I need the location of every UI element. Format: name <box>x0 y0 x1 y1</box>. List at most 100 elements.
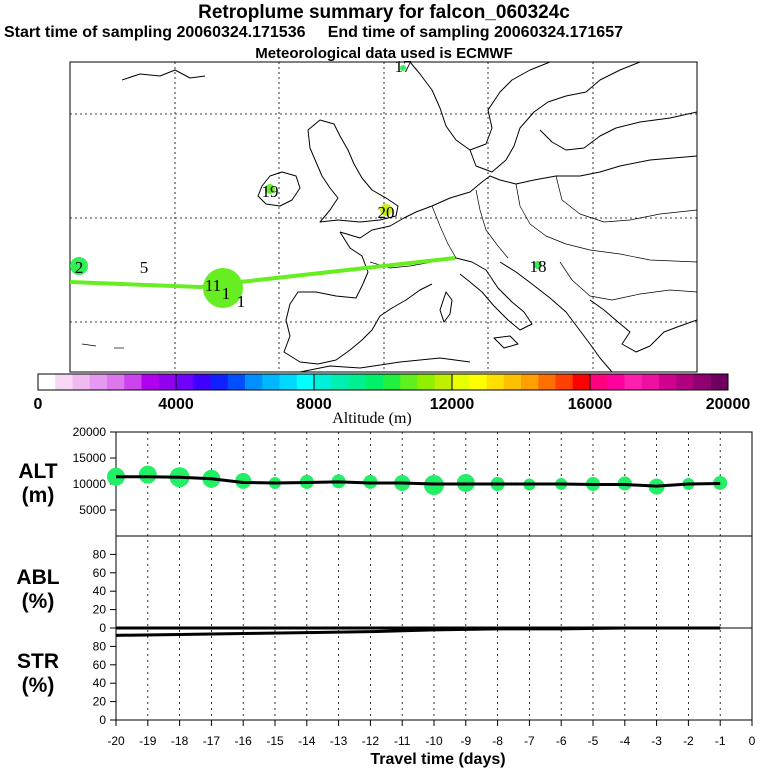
alt-y-tick-label: 20000 <box>73 425 107 439</box>
colorbar-cell <box>452 374 470 390</box>
x-tick-label: -7 <box>524 734 535 748</box>
x-tick-label: -13 <box>330 734 348 748</box>
x-tick-label: -1 <box>715 734 726 748</box>
colorbar-cell <box>659 374 677 390</box>
abl-y-tick-label: 0 <box>99 621 106 635</box>
alt-point <box>363 474 378 489</box>
cluster-label-5: 19 <box>262 182 279 201</box>
x-tick-label: -3 <box>651 734 662 748</box>
alt-point <box>523 478 536 491</box>
colorbar-tick-label: 0 <box>34 396 43 413</box>
colorbar-cell <box>38 374 56 390</box>
colorbar-cell <box>55 374 73 390</box>
colorbar-cell <box>279 374 298 390</box>
alt-point <box>107 467 125 486</box>
plume-cluster-20 <box>380 204 392 216</box>
x-tick-label: -19 <box>139 734 157 748</box>
x-tick-label: -14 <box>298 734 316 748</box>
abl-panel-label: ABL (%) <box>16 566 59 613</box>
colorbar-tick-label: 20000 <box>706 396 751 413</box>
colorbar-cell <box>400 374 418 390</box>
start-time-label: Start time of sampling 20060324.171536 <box>4 24 306 41</box>
str-y-tick-label: 0 <box>99 713 106 727</box>
chart-title: Retroplume summary for falcon_060324c <box>198 2 570 23</box>
colorbar-cell <box>124 374 142 390</box>
map-gridlines <box>70 62 697 372</box>
colorbar-cell <box>314 374 332 390</box>
alt-point <box>617 476 632 491</box>
x-tick-label: -18 <box>171 734 189 748</box>
alt-series-line <box>116 475 721 488</box>
colorbar-cell <box>262 374 280 390</box>
abl-y-tick-label: 20 <box>93 603 107 617</box>
colorbar-cell <box>676 374 694 390</box>
alt-point <box>555 478 568 490</box>
colorbar-tick-label: 4000 <box>158 396 194 413</box>
x-tick-label: -12 <box>362 734 380 748</box>
alt-point <box>235 472 252 489</box>
str-y-tick-label: 40 <box>93 676 107 690</box>
colorbar-cell <box>141 374 160 390</box>
x-tick-label: -15 <box>266 734 284 748</box>
colorbar-cell <box>486 374 505 390</box>
colorbar-cell <box>227 374 246 390</box>
colorbar-cell <box>89 374 108 390</box>
colorbar-cell <box>158 374 177 390</box>
str-y-tick-label: 80 <box>93 639 107 653</box>
alt-point <box>424 475 444 496</box>
x-tick-label: -10 <box>425 734 443 748</box>
cluster-label-0: 2 <box>75 258 84 277</box>
x-tick-label: -2 <box>683 734 694 748</box>
x-tick-label: 0 <box>749 734 756 748</box>
colorbar-cell <box>538 374 556 390</box>
x-tick-label: -16 <box>235 734 253 748</box>
plume-cluster-large <box>203 268 243 308</box>
alt-panel-label: ALT (m) <box>18 460 57 507</box>
colorbar-cell <box>641 374 660 390</box>
colorbar-cell <box>693 374 712 390</box>
str-y-tick-label: 20 <box>93 695 107 709</box>
alt-point <box>169 467 190 488</box>
alt-point <box>269 476 281 489</box>
alt-y-tick-label: 5000 <box>79 503 106 517</box>
plume-trajectory <box>70 65 542 308</box>
str-series-line <box>115 626 721 637</box>
abl-y-tick-label: 40 <box>93 584 107 598</box>
time-series-frame <box>115 431 753 721</box>
alt-point <box>202 469 221 488</box>
x-axis-label: Travel time (days) <box>370 751 505 768</box>
colorbar-cell <box>107 374 125 390</box>
colorbar-tick-label: 16000 <box>568 396 613 413</box>
x-tick-label: -4 <box>619 734 630 748</box>
x-tick-label: -20 <box>107 734 125 748</box>
plume-cluster-18 <box>534 261 542 269</box>
cluster-label-3: 1 <box>222 284 231 303</box>
alt-point <box>331 474 346 489</box>
plume-cluster-2 <box>70 257 88 275</box>
alt-y-tick-label: 15000 <box>73 451 107 465</box>
abl-y-tick-label: 60 <box>93 566 107 580</box>
x-tick-label: -5 <box>588 734 599 748</box>
time-series-panels: 20000 15000 10000 5000 80 60 40 20 0 80 60 40 20 0 -2… <box>16 425 755 768</box>
colorbar-cell <box>72 374 91 390</box>
colorbar-cell <box>555 374 574 390</box>
cluster-label-1: 5 <box>140 258 149 277</box>
alt-point <box>456 473 475 492</box>
altitude-colorbar: 0 4000 8000 12000 16000 20000 Altitude (m) <box>34 373 751 427</box>
alt-point <box>138 465 157 484</box>
colorbar-cell <box>624 374 643 390</box>
abl-y-tick-label: 80 <box>93 547 107 561</box>
alt-point <box>490 477 505 491</box>
colorbar-cell <box>245 374 263 390</box>
colorbar-cell <box>503 374 522 390</box>
colorbar-cell <box>348 374 367 390</box>
colorbar-cell <box>210 374 229 390</box>
cluster-label-6: 20 <box>378 203 395 222</box>
alt-point <box>648 478 665 495</box>
colorbar-tick-label: 12000 <box>430 396 475 413</box>
colorbar-cell <box>331 374 349 390</box>
x-tick-label: -11 <box>394 734 411 748</box>
